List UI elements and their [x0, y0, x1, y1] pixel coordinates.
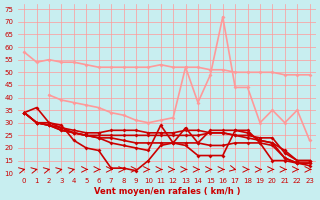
- X-axis label: Vent moyen/en rafales ( km/h ): Vent moyen/en rafales ( km/h ): [94, 187, 240, 196]
